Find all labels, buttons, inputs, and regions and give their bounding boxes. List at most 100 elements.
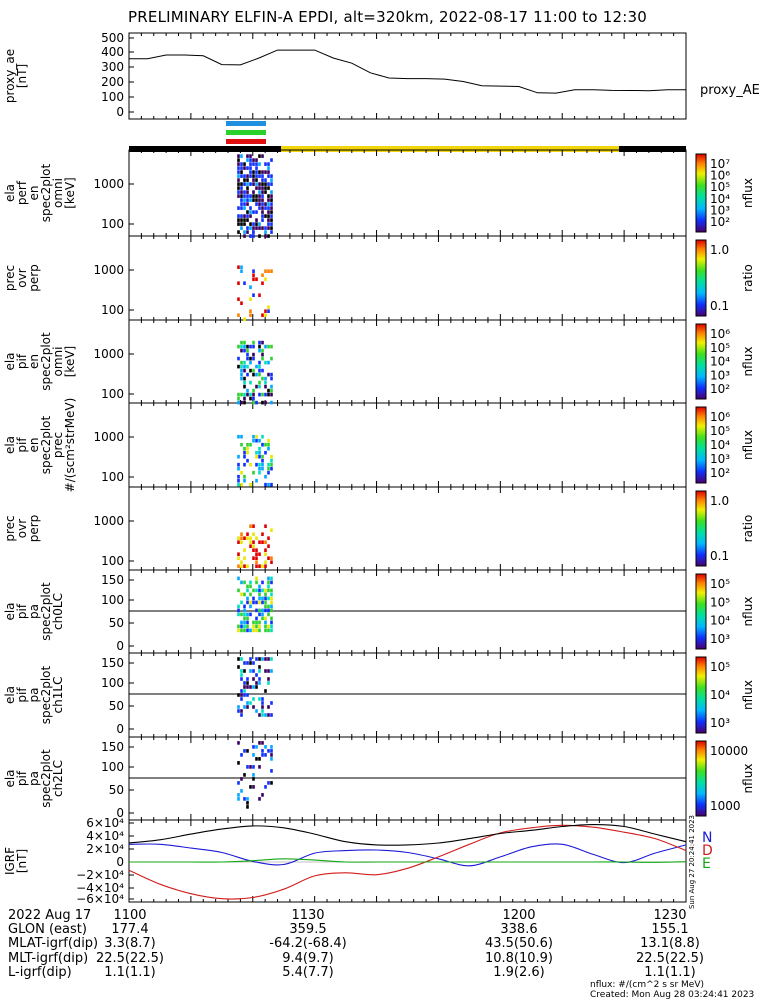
spectro-pixel <box>237 564 240 568</box>
spectro-pixel <box>270 178 273 182</box>
spectro-pixel <box>237 265 240 269</box>
panel-frame-prec_ratio1 <box>128 235 687 321</box>
spectro-pixel <box>270 222 273 226</box>
spectro-pixel <box>255 556 258 560</box>
spectro-pixel <box>237 657 240 661</box>
igrf-legend-D: D <box>702 843 713 859</box>
spectro-pixel <box>243 281 246 285</box>
spectro-pixel <box>246 178 249 182</box>
spectrogram-prec_ratio1 <box>237 265 273 321</box>
spectro-pixel <box>264 186 267 190</box>
spectro-pixel <box>270 757 273 761</box>
colorbar-tick-ela_prec: 10⁶ <box>710 410 730 424</box>
spectro-pixel <box>267 588 270 593</box>
spectro-pixel <box>264 360 267 365</box>
y-axis-label-pa_ch2: ela <box>3 769 17 787</box>
spectro-pixel <box>264 482 267 487</box>
spectro-pixel <box>249 785 252 789</box>
spectro-pixel <box>252 182 255 186</box>
colorbar-tick-pa_ch0: 10⁵ <box>710 577 730 591</box>
colorbar-tick-ela_prec: 10⁴ <box>710 438 730 452</box>
spectro-pixel <box>252 293 255 297</box>
y-tick-label-ela_omni: 1000 <box>93 347 124 361</box>
spectro-pixel <box>270 356 273 361</box>
spectro-pixel <box>240 344 243 349</box>
spectro-pixel <box>249 166 252 170</box>
panel-frame-ela_perp <box>128 149 687 237</box>
spectro-pixel <box>249 194 252 198</box>
y-axis-label-pa_ch2: pa <box>27 771 41 786</box>
spectro-pixel <box>255 450 258 455</box>
spectro-pixel <box>246 661 249 665</box>
spectro-pixel <box>267 372 270 377</box>
spectro-pixel <box>261 356 264 361</box>
spectro-pixel <box>267 604 270 609</box>
spectro-pixel <box>258 344 261 349</box>
spectro-pixel <box>261 608 264 613</box>
y-tick-label-igrf: −6×10⁴ <box>76 892 124 906</box>
spectro-pixel <box>264 474 267 479</box>
spectro-pixel <box>246 612 249 617</box>
spectro-pixel <box>261 532 264 536</box>
y-axis-label-ela_perp: ela <box>3 184 17 202</box>
colorbar-tick-prec_ratio2: 0.1 <box>710 549 729 563</box>
y-axis-label-ae: proxy_ae <box>3 49 17 103</box>
spectro-pixel <box>237 466 240 471</box>
spectro-pixel <box>237 793 240 797</box>
footer-value: 338.6 <box>500 922 538 938</box>
spectro-pixel <box>258 446 261 451</box>
spectro-pixel <box>270 158 273 162</box>
spectro-pixel <box>267 305 270 309</box>
spectro-pixel <box>246 536 249 540</box>
spectro-pixel <box>255 400 258 405</box>
spectro-pixel <box>261 612 264 617</box>
spectro-pixel <box>267 442 270 447</box>
spectro-pixel <box>252 669 255 673</box>
spectro-pixel <box>240 789 243 793</box>
spectro-pixel <box>246 372 249 377</box>
spectro-pixel <box>255 198 258 202</box>
colorbar-tick-ela_perp: 10³ <box>710 203 730 217</box>
spectro-pixel <box>267 544 270 548</box>
burst-bar-red <box>226 139 266 144</box>
colorbar-tick-ela_omni: 10⁵ <box>710 341 730 355</box>
spectro-pixel <box>264 170 267 174</box>
spectro-pixel <box>258 713 261 717</box>
footer-value: 10.8(10.9) <box>484 950 554 966</box>
spectro-pixel <box>243 773 246 777</box>
spectro-pixel <box>240 689 243 693</box>
spectro-pixel <box>255 186 258 190</box>
spectro-pixel <box>261 600 264 605</box>
spectro-pixel <box>237 222 240 226</box>
spectro-pixel <box>255 158 258 162</box>
spectro-pixel <box>246 801 249 805</box>
spectro-pixel <box>240 628 243 633</box>
spectro-pixel <box>252 222 255 226</box>
y-tick-label-pa_ch0: 150 <box>101 573 124 587</box>
y-axis-label-pa_ch2: ch2LC <box>51 760 65 797</box>
y-tick-label-igrf: 2×10⁴ <box>86 842 124 856</box>
spectro-pixel <box>252 400 255 405</box>
spectro-pixel <box>255 628 258 633</box>
spectro-pixel <box>240 190 243 194</box>
spectro-pixel <box>255 210 258 214</box>
spectro-pixel <box>267 218 270 222</box>
spectro-pixel <box>258 657 261 661</box>
spectro-pixel <box>261 434 264 439</box>
spectro-pixel <box>270 580 273 585</box>
spectro-pixel <box>258 360 261 365</box>
y-axis-label-pa_ch1: pa <box>27 688 41 703</box>
spectro-pixel <box>261 210 264 214</box>
spectro-pixel <box>249 206 252 210</box>
colorbar-tick-ela_omni: 10³ <box>710 368 730 382</box>
spectro-pixel <box>237 281 240 285</box>
spectro-pixel <box>246 198 249 202</box>
colorbar-pa_ch0 <box>695 573 707 650</box>
spectro-pixel <box>252 596 255 601</box>
spectro-pixel <box>261 697 264 701</box>
spectro-pixel <box>243 685 246 689</box>
spectro-pixel <box>255 745 258 749</box>
spectro-pixel <box>252 777 255 781</box>
spectro-pixel <box>243 230 246 234</box>
spectro-pixel <box>255 624 258 629</box>
